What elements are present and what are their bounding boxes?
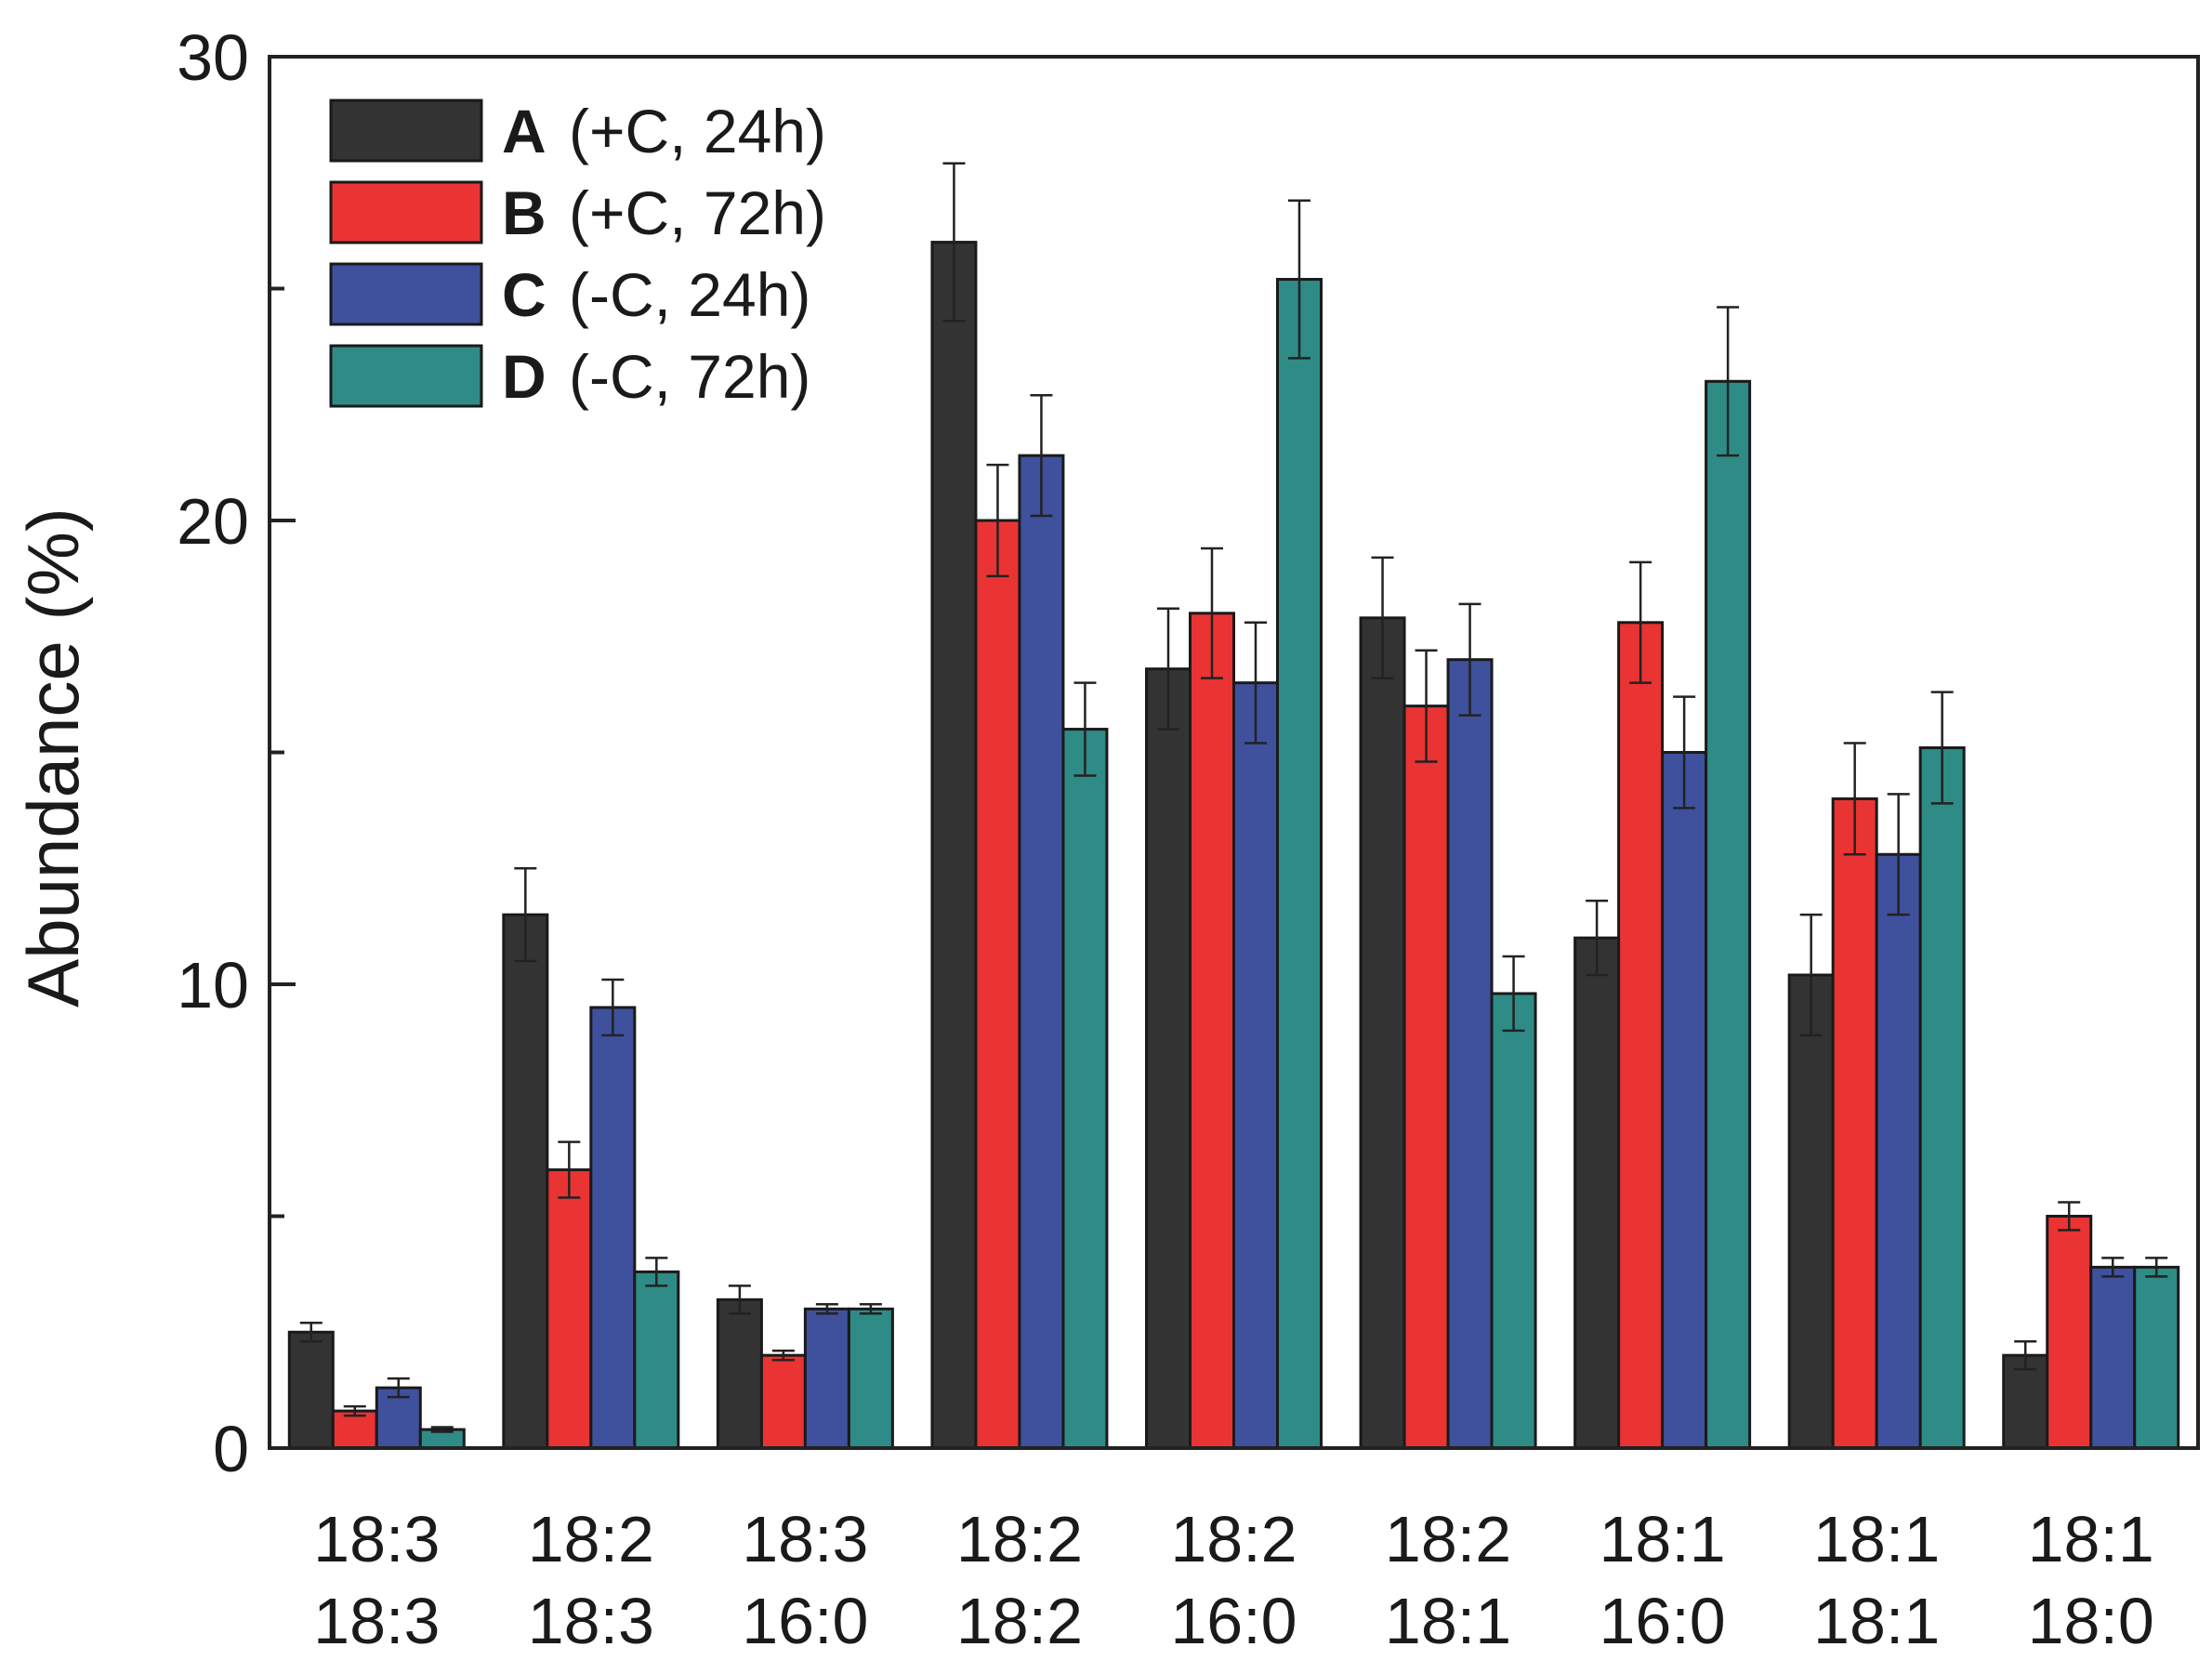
x-category-label: 18:1	[1813, 1503, 1940, 1575]
bar-b	[759, 1353, 807, 1450]
bar-a	[287, 1330, 335, 1450]
bar-b	[1617, 621, 1665, 1450]
x-category-label: 18:3	[528, 1585, 654, 1657]
legend-label: (+C, 72h)	[569, 178, 826, 247]
x-category-label: 18:1	[1385, 1585, 1511, 1657]
bar-c	[1018, 454, 1065, 1450]
bar-d	[1276, 278, 1323, 1450]
y-tick-label: 0	[213, 1413, 249, 1485]
x-axis-categories: 18:3 18:3 18:2 18:3 18:3 16:0 18:2 18:2 18:2 16:0…	[313, 1503, 2154, 1657]
x-category-label: 18:2	[956, 1585, 1083, 1657]
x-category-label: 18:1	[2028, 1503, 2154, 1575]
legend-swatch-b	[329, 180, 483, 244]
x-category-label: 18:3	[313, 1503, 440, 1575]
x-category-label: 18:2	[528, 1503, 654, 1575]
x-category-label: 18:1	[1813, 1585, 1940, 1657]
legend-key: D	[502, 342, 546, 411]
bar-d	[1918, 746, 1966, 1450]
bar-c	[1875, 852, 1922, 1450]
bar-d	[633, 1270, 680, 1450]
bar-b	[974, 519, 1021, 1450]
legend-label: (-C, 24h)	[569, 260, 810, 329]
bar-b	[546, 1168, 593, 1450]
bar-d	[1705, 379, 1752, 1450]
bar-d	[1490, 992, 1537, 1450]
legend-label: (-C, 72h)	[569, 342, 810, 411]
bar-a	[1573, 936, 1621, 1450]
legend: A (+C, 24h) B (+C, 72h) C (-C, 24h) D (-C, 72h)	[329, 97, 826, 411]
bar-b	[1402, 705, 1450, 1450]
bar-b	[1831, 797, 1878, 1450]
legend-key: B	[502, 178, 546, 247]
legend-label: (+C, 24h)	[569, 97, 826, 165]
x-category-label: 18:2	[1385, 1503, 1511, 1575]
x-category-label: 18:3	[742, 1503, 868, 1575]
bar-d	[2133, 1265, 2180, 1450]
bar-a	[1787, 973, 1835, 1450]
x-category-label: 18:2	[1170, 1503, 1297, 1575]
y-axis-title: Abundance (%)	[12, 507, 94, 1008]
x-category-label: 18:3	[313, 1585, 440, 1657]
bar-c	[1232, 681, 1279, 1450]
legend-key: A	[502, 97, 546, 165]
bar-d	[847, 1307, 894, 1450]
bar-b	[2046, 1215, 2093, 1450]
bar-c	[1661, 751, 1708, 1450]
bar-a	[716, 1298, 763, 1450]
x-category-label: 18:1	[1599, 1503, 1725, 1575]
bar-c	[803, 1307, 850, 1450]
bar-d	[1061, 728, 1109, 1450]
bar-a	[1359, 616, 1406, 1450]
x-category-label: 16:0	[1170, 1585, 1297, 1657]
bar-c	[1446, 658, 1494, 1450]
legend-key: C	[502, 260, 546, 329]
y-tick-label: 10	[177, 949, 249, 1021]
legend-swatch-c	[329, 262, 483, 326]
y-axis: 0 10 20 30	[177, 21, 296, 1485]
bar-b	[1189, 612, 1235, 1450]
y-tick-label: 30	[177, 21, 249, 94]
bar-a	[930, 241, 978, 1450]
legend-swatch-d	[329, 344, 483, 408]
x-category-label: 16:0	[742, 1585, 868, 1657]
bar-a	[1145, 667, 1192, 1450]
bar-series	[287, 241, 2180, 1450]
bar-c	[589, 1006, 637, 1450]
x-category-label: 18:0	[2028, 1585, 2154, 1657]
y-tick-label: 20	[177, 485, 249, 558]
bar-a	[502, 913, 549, 1450]
legend-swatch-a	[329, 99, 483, 163]
plot-frame	[268, 55, 2200, 1450]
error-bars	[299, 162, 2168, 1433]
bar-c	[2089, 1265, 2137, 1450]
x-category-label: 18:2	[956, 1503, 1083, 1575]
x-category-label: 16:0	[1599, 1585, 1725, 1657]
